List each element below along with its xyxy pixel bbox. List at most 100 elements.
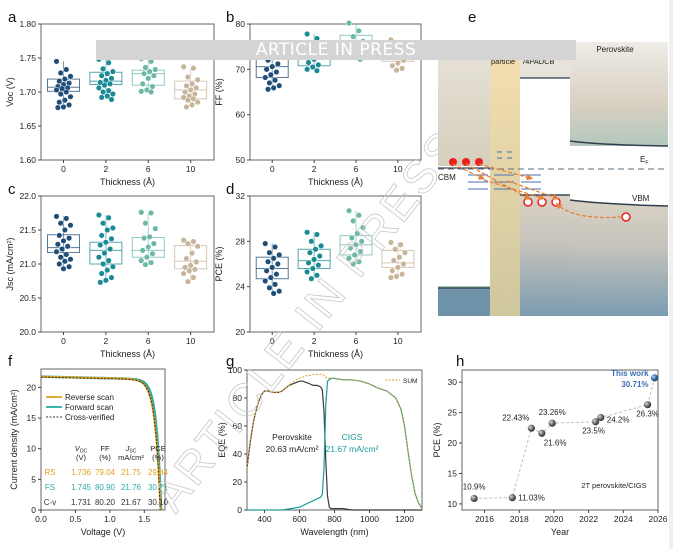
- panel-g-eqe: 400 600 800 1000 1200 0 20 40 60 80 100 Wavelength …: [217, 365, 423, 537]
- data-point: [262, 240, 269, 247]
- table-cell: 29.84: [148, 468, 169, 477]
- data-point: [66, 101, 73, 108]
- charge-transfer-arrow: [452, 163, 485, 180]
- data-point: [269, 63, 276, 70]
- data-point: [264, 258, 272, 265]
- x-tick-label: 6: [354, 336, 359, 346]
- data-point: [396, 254, 403, 261]
- data-point: [267, 274, 274, 281]
- data-point: [95, 254, 102, 261]
- table-cell: 30.10: [148, 498, 169, 507]
- page-scrollbar-edge: [669, 0, 673, 549]
- data-label: 10.9%: [463, 482, 486, 491]
- data-point: [263, 66, 270, 73]
- data-point: [387, 239, 394, 246]
- data-point: [306, 249, 313, 256]
- table-header: FF: [100, 444, 110, 453]
- annotation-2t: 2T perovskite/CIGS: [581, 481, 646, 490]
- x-tick-label: 6: [146, 336, 151, 346]
- data-point: [109, 263, 116, 270]
- data-point: [305, 259, 312, 266]
- table-header-unit: (%): [152, 453, 164, 462]
- data-point: [60, 237, 67, 244]
- data-point: [352, 241, 360, 248]
- data-point: [262, 74, 269, 81]
- x-tick-label: 2018: [510, 514, 529, 524]
- data-point: [53, 58, 60, 65]
- x-tick-label: 1.5: [138, 514, 150, 524]
- x-axis-label: Voltage (V): [81, 527, 126, 537]
- x-tick-label: 10: [393, 336, 403, 346]
- data-point: [397, 241, 404, 248]
- panel-letter-d: d: [226, 181, 234, 198]
- x-tick-label: 2: [312, 336, 317, 346]
- data-point: [141, 70, 148, 77]
- x-tick-label: 6: [146, 164, 151, 174]
- data-point: [138, 257, 145, 264]
- plot-frame: [461, 369, 659, 511]
- data-point: [148, 259, 155, 266]
- data-point: [271, 77, 279, 84]
- table-row-label: C-v: [44, 498, 56, 507]
- table-row-label: FS: [45, 483, 55, 492]
- data-point: [57, 254, 64, 261]
- data-point: [351, 251, 358, 258]
- x-tick-label: 600: [292, 514, 306, 524]
- data-point: [146, 68, 153, 75]
- data-point: [187, 86, 194, 94]
- data-label: 11.03%: [518, 494, 545, 503]
- data-point: [309, 265, 316, 272]
- data-point: [313, 231, 320, 238]
- y-tick-label: 21.5: [19, 225, 36, 235]
- y-tick-label: 1.70: [19, 87, 36, 97]
- data-point: [263, 267, 270, 274]
- data-point: [266, 284, 273, 291]
- data-point: [392, 246, 399, 253]
- label-perovskite: Perovskite: [596, 45, 634, 54]
- data-point: [308, 275, 315, 282]
- table-cell: 79.04: [95, 468, 116, 477]
- data-point: [150, 72, 157, 79]
- y-tick-label: 1.75: [19, 53, 36, 63]
- data-point: [109, 68, 116, 75]
- y-tick-label: 5: [31, 474, 36, 484]
- y-tick-label: 25: [448, 408, 458, 418]
- charge-transfer-arrow: [483, 179, 546, 201]
- data-point: [149, 250, 156, 257]
- panel-letter-e: e: [468, 9, 476, 26]
- y-tick-label: 1.60: [19, 155, 36, 165]
- y-tick-label: 20: [448, 438, 458, 448]
- y-tick-label: 1.80: [19, 19, 36, 29]
- data-point: [63, 215, 70, 222]
- data-point: [315, 61, 322, 68]
- data-point: [61, 258, 68, 265]
- data-point: [358, 238, 365, 245]
- data-point: [359, 224, 367, 231]
- panel-f-jv-curve: 0.0 0.5 1.0 1.5 0 5 10 15 20 Voltage (V) Current d…: [9, 368, 169, 537]
- x-tick-label: 1000: [360, 514, 379, 524]
- data-point: [107, 80, 114, 87]
- data-point: [95, 211, 102, 219]
- data-point: [390, 257, 397, 264]
- data-point: [304, 66, 311, 73]
- y-axis-label: Current density (mA/cm²): [9, 389, 19, 490]
- data-point: [108, 96, 115, 103]
- panel-d-box-plot: 20 24 28 32 0 2 6 10 Thickness (Å) PCE (%): [214, 191, 422, 359]
- data-point: [180, 237, 187, 244]
- data-point: [393, 67, 400, 74]
- data-point: [104, 267, 111, 274]
- data-point: [316, 253, 323, 260]
- data-point: [194, 76, 201, 83]
- x-axis-label: Year: [551, 527, 569, 537]
- data-point: [102, 277, 109, 284]
- data-point: [393, 273, 400, 280]
- data-point: [400, 260, 407, 268]
- data-point: [109, 90, 116, 98]
- x-tick-label: 2022: [579, 514, 598, 524]
- x-tick-label: 10: [186, 336, 196, 346]
- data-point: [139, 80, 146, 87]
- hole: [537, 197, 547, 207]
- data-point: [389, 267, 396, 274]
- table-cell: 1.745: [71, 483, 92, 492]
- y-tick-label: 40: [233, 449, 243, 459]
